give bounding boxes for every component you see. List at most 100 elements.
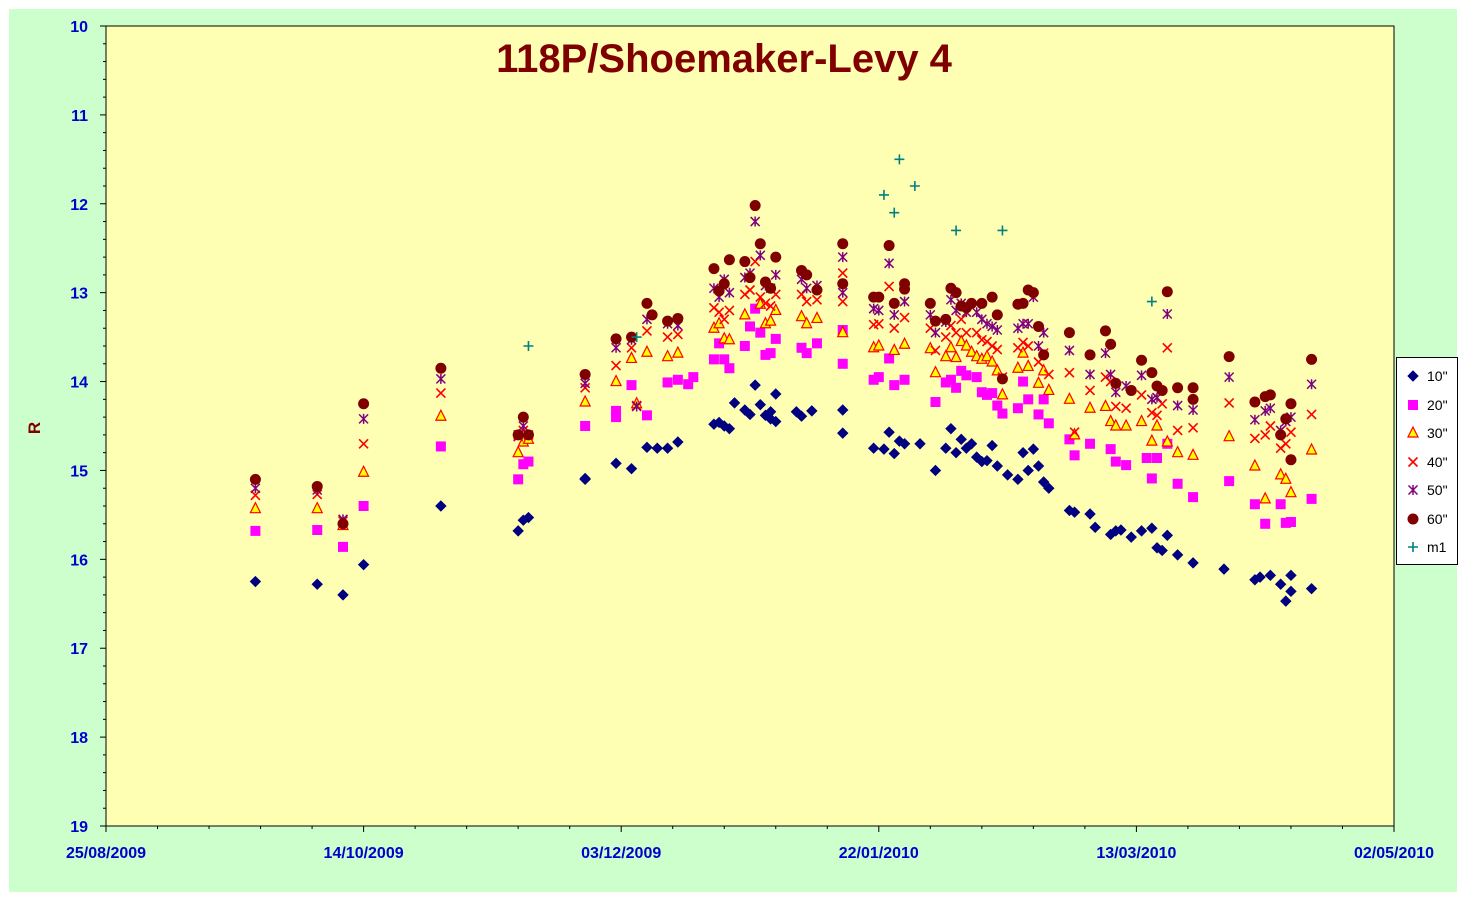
series-30in: [249, 296, 1318, 531]
data-point: [744, 408, 756, 421]
y-tick-label: 19: [70, 819, 88, 836]
data-point: [986, 354, 999, 367]
data-point: [801, 283, 812, 294]
data-point: [1089, 521, 1101, 534]
data-point: [1135, 414, 1148, 427]
data-point: [795, 309, 808, 322]
series-m1: [523, 154, 1157, 351]
data-point: [770, 333, 781, 344]
data-point: [971, 372, 982, 383]
data-point: [873, 305, 884, 316]
data-point: [672, 374, 683, 385]
data-point: [765, 282, 777, 294]
data-point: [961, 327, 972, 338]
data-point: [1187, 447, 1200, 460]
data-point: [1224, 372, 1235, 383]
data-point: [1152, 453, 1163, 463]
data-point: [337, 518, 349, 530]
data-point: [1151, 410, 1163, 421]
legend-marker: [1407, 485, 1419, 496]
data-point: [522, 429, 534, 441]
series-60in: [249, 200, 1318, 530]
data-point: [641, 410, 652, 421]
data-point: [512, 429, 524, 441]
data-point: [337, 589, 349, 601]
data-point: [1125, 384, 1137, 396]
data-point: [883, 426, 895, 438]
legend-item: 10": [1397, 362, 1457, 391]
data-point: [1032, 375, 1045, 388]
data-point: [754, 238, 766, 250]
data-point: [1264, 389, 1276, 401]
chart-title: 118P/Shoemaker-Levy 4: [496, 37, 953, 81]
data-point: [723, 332, 736, 345]
data-point: [1156, 544, 1168, 557]
data-point: [745, 321, 755, 332]
data-point: [1022, 359, 1035, 372]
data-point: [1306, 353, 1318, 365]
data-point: [1172, 425, 1183, 436]
data-point: [754, 398, 767, 411]
legend-item: 50": [1397, 476, 1457, 505]
legend-marker: [1408, 399, 1418, 410]
data-point: [311, 480, 323, 492]
data-point: [1125, 531, 1137, 543]
data-point: [662, 332, 673, 343]
data-point: [661, 349, 674, 362]
data-point: [610, 360, 622, 371]
data-point: [579, 394, 592, 407]
data-point: [991, 309, 1003, 321]
data-point: [435, 388, 446, 399]
data-point: [1063, 327, 1075, 339]
data-point: [662, 315, 674, 327]
legend-item: 30": [1397, 419, 1457, 448]
data-point: [610, 374, 623, 387]
legend-item: 60": [1397, 505, 1457, 534]
data-point: [1408, 542, 1418, 553]
data-point: [1172, 382, 1184, 394]
data-point: [641, 441, 653, 454]
data-point: [358, 501, 369, 511]
data-point: [512, 525, 524, 537]
data-point: [811, 294, 823, 305]
data-point: [801, 296, 812, 307]
data-point: [997, 225, 1008, 236]
data-point: [724, 305, 735, 316]
data-point: [898, 336, 911, 349]
y-tick-label: 15: [70, 463, 88, 480]
data-point: [1285, 585, 1297, 598]
x-tick-label: 25/08/2009: [66, 845, 146, 862]
data-point: [719, 314, 730, 325]
data-point: [1084, 349, 1096, 361]
data-point: [750, 256, 761, 267]
x-tick-label: 02/05/2010: [1354, 845, 1434, 862]
data-point: [1012, 473, 1024, 486]
data-point: [1249, 396, 1261, 408]
data-point: [724, 363, 735, 374]
data-point: [951, 225, 962, 236]
data-point: [1146, 367, 1158, 379]
data-point: [250, 483, 261, 494]
data-point: [899, 312, 910, 323]
data-point: [1275, 499, 1286, 510]
data-point: [800, 316, 813, 329]
data-point: [1032, 460, 1045, 472]
data-point: [1279, 471, 1292, 484]
data-point: [867, 442, 880, 454]
y-tick-label: 18: [70, 730, 88, 747]
legend-item: 40": [1397, 448, 1457, 477]
data-point: [1064, 345, 1075, 356]
data-point: [744, 284, 756, 296]
data-point: [987, 340, 998, 352]
data-point: [1043, 369, 1054, 380]
data-point: [1264, 569, 1277, 582]
y-tick-label: 13: [70, 286, 88, 303]
data-point: [939, 349, 952, 362]
data-point: [1306, 379, 1317, 390]
x-tick-label: 13/03/2010: [1096, 845, 1176, 862]
data-point: [889, 309, 900, 320]
data-point: [940, 313, 952, 325]
data-point: [1105, 444, 1116, 455]
data-point: [1042, 383, 1055, 396]
data-point: [965, 344, 978, 357]
